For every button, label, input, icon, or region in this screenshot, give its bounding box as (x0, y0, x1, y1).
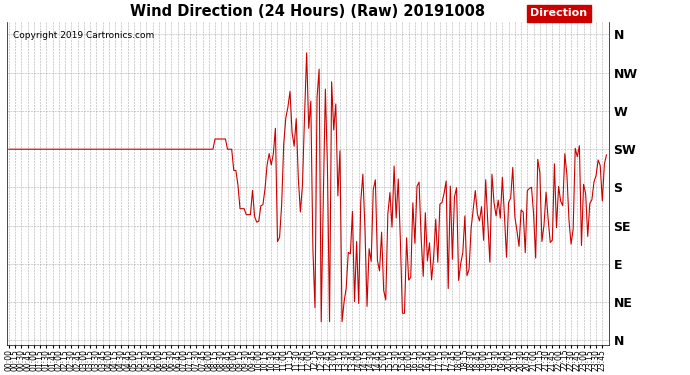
Title: Wind Direction (24 Hours) (Raw) 20191008: Wind Direction (24 Hours) (Raw) 20191008 (130, 4, 485, 19)
Text: Direction: Direction (531, 9, 587, 18)
Text: Copyright 2019 Cartronics.com: Copyright 2019 Cartronics.com (13, 32, 154, 40)
